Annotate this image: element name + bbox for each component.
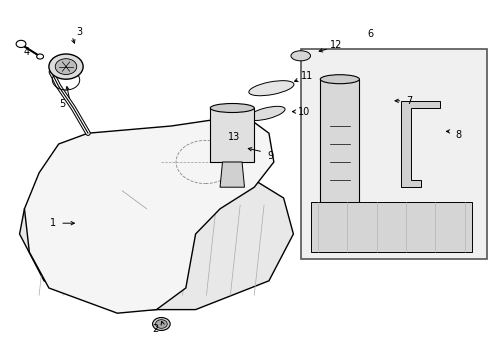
Text: 1: 1 [50, 218, 56, 228]
Circle shape [16, 40, 26, 48]
PathPatch shape [24, 115, 273, 313]
Bar [310, 202, 471, 252]
Ellipse shape [248, 81, 293, 96]
Text: 9: 9 [267, 150, 273, 161]
PathPatch shape [400, 101, 439, 187]
Ellipse shape [320, 75, 359, 84]
Ellipse shape [320, 204, 359, 213]
Text: 5: 5 [60, 99, 65, 109]
Text: 6: 6 [367, 29, 373, 39]
Text: 7: 7 [406, 96, 412, 106]
Circle shape [55, 59, 77, 75]
Circle shape [37, 54, 43, 59]
Text: 11: 11 [300, 71, 313, 81]
Ellipse shape [247, 106, 285, 121]
Text: 4: 4 [24, 47, 30, 57]
Text: 2: 2 [152, 324, 158, 334]
Text: 8: 8 [455, 130, 461, 140]
Circle shape [152, 318, 170, 330]
Text: 13: 13 [227, 132, 240, 142]
Text: 10: 10 [297, 107, 310, 117]
PathPatch shape [20, 180, 293, 310]
PathPatch shape [220, 162, 244, 187]
Circle shape [155, 320, 167, 328]
Text: 12: 12 [329, 40, 342, 50]
PathPatch shape [210, 108, 254, 162]
Bar [300, 49, 486, 259]
Ellipse shape [210, 104, 254, 113]
Circle shape [49, 54, 83, 79]
PathPatch shape [320, 79, 359, 209]
Ellipse shape [290, 51, 310, 61]
Text: 3: 3 [76, 27, 82, 37]
